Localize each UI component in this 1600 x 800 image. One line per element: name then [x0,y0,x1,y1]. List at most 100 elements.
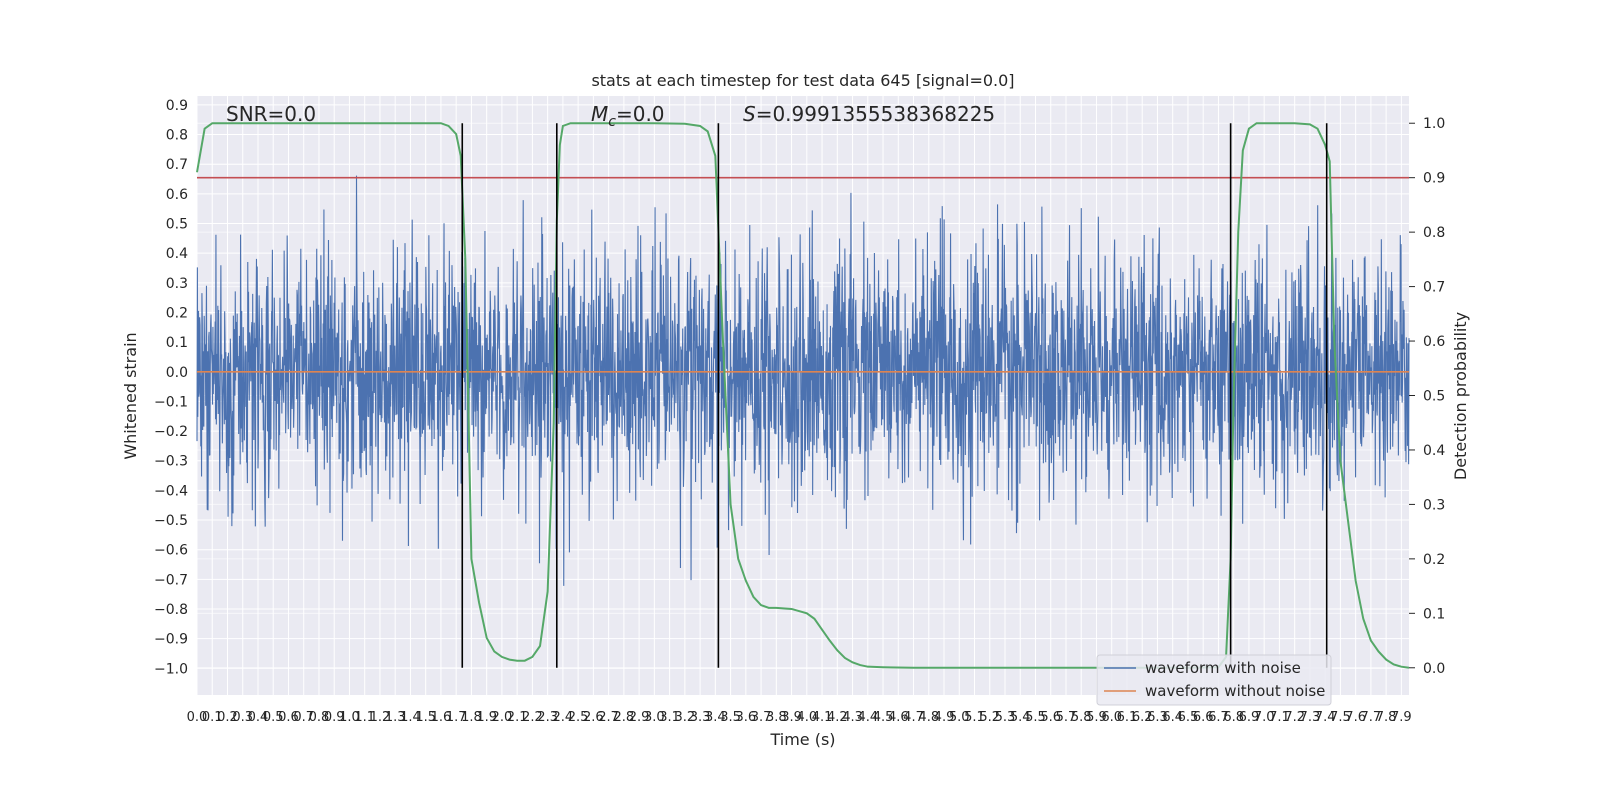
x-tick-label: 1.7 [446,710,467,725]
x-tick-label: 2.6 [583,710,604,725]
y-tick-label: −1.0 [154,661,188,677]
y-tick-label: −0.6 [154,543,188,559]
legend-label-noise: waveform with noise [1145,659,1301,677]
y-right-tick-label: 0.0 [1423,661,1445,677]
x-tick-label: 4.1 [812,710,833,725]
x-tick-label: 7.0 [1254,710,1275,725]
y-tick-label: 0.6 [166,187,188,203]
x-tick-label: 6.0 [1101,710,1122,725]
x-tick-label: 2.4 [553,710,574,725]
x-axis: 0.00.10.20.30.40.50.60.70.80.91.01.11.21… [187,710,1412,725]
s-value: =0.9991355538368225 [756,102,995,126]
y-right-tick-label: 0.8 [1423,225,1445,241]
x-tick-label: 3.9 [781,710,802,725]
y-right-tick-label: 0.9 [1423,171,1445,187]
y-tick-label: 0.9 [166,98,188,114]
x-tick-label: 5.1 [964,710,985,725]
mc-value: =0.0 [616,102,665,126]
y-right-tick-label: 1.0 [1423,116,1445,132]
y-tick-label: −0.7 [154,572,188,588]
x-tick-label: 3.8 [766,710,787,725]
x-tick-label: 3.0 [644,710,665,725]
x-tick-label: 3.2 [675,710,696,725]
x-tick-label: 0.3 [232,710,253,725]
y-tick-label: 0.4 [166,246,188,262]
x-tick-label: 1.2 [370,710,391,725]
noise-trace [196,175,1410,586]
y-right-tick-label: 0.5 [1423,389,1445,405]
x-tick-label: 2.7 [598,710,619,725]
x-tick-label: 1.3 [385,710,406,725]
x-tick-label: 4.2 [827,710,848,725]
x-tick-label: 0.2 [217,710,238,725]
x-tick-label: 3.3 [690,710,711,725]
legend-box [1096,654,1332,706]
s-symbol: S [743,102,756,126]
y-axis-right: 0.0 0.1 0.2 0.3 0.4 0.5 0.6 0.7 0.8 0.9 1.0 [1409,116,1445,677]
x-tick-label: 4.3 [842,710,863,725]
mc-annotation: Mc=0.0 [591,102,665,130]
y-tick-label: 0.1 [166,335,188,351]
y-tick-label: −0.9 [154,632,188,648]
x-tick-label: 5.4 [1010,710,1031,725]
x-tick-label: 6.7 [1208,710,1229,725]
x-tick-label: 6.8 [1223,710,1244,725]
x-tick-label: 7.8 [1376,710,1397,725]
x-tick-label: 2.9 [629,710,650,725]
y-axis-right-label: Detection probability [1451,312,1470,480]
y-tick-label: −0.1 [154,394,188,410]
x-tick-label: 3.1 [659,710,680,725]
x-tick-label: 3.4 [705,710,726,725]
x-tick-label: 4.0 [796,710,817,725]
x-tick-label: 4.7 [903,710,924,725]
x-tick-label: 2.3 [537,710,558,725]
y-right-tick-label: 0.6 [1423,334,1445,350]
probability-trace [196,122,1410,669]
x-tick-label: 4.6 [888,710,909,725]
snr-annotation: SNR=0.0 [226,102,316,126]
x-tick-label: 7.3 [1300,710,1321,725]
y-right-tick-label: 0.2 [1423,552,1445,568]
x-tick-label: 1.5 [415,710,436,725]
x-tick-label: 5.6 [1040,710,1061,725]
x-tick-label: 5.3 [995,710,1016,725]
y-right-tick-label: 0.4 [1423,443,1445,459]
y-tick-label: 0.3 [166,276,188,292]
x-tick-label: 3.5 [720,710,741,725]
x-tick-label: 4.8 [918,710,939,725]
y-tick-label: −0.2 [154,424,188,440]
y-tick-label: 0.0 [166,365,188,381]
x-tick-label: 5.0 [949,710,970,725]
y-right-tick-label: 0.1 [1423,606,1445,622]
x-tick-label: 0.8 [309,710,330,725]
x-tick-label: 4.5 [873,710,894,725]
y-right-tick-label: 0.3 [1423,497,1445,513]
x-tick-label: 0.1 [202,710,223,725]
x-tick-label: 1.0 [339,710,360,725]
x-axis-label: Time (s) [769,730,835,749]
x-tick-label: 6.6 [1193,710,1214,725]
y-tick-label: 0.5 [166,217,188,233]
x-tick-label: 6.4 [1162,710,1183,725]
x-tick-label: 2.0 [492,710,513,725]
detection-probability-line [196,122,1410,669]
x-tick-label: 3.7 [751,710,772,725]
y-tick-label: −0.8 [154,602,188,618]
x-tick-label: 2.5 [568,710,589,725]
x-tick-label: 7.9 [1391,710,1412,725]
x-tick-label: 7.5 [1330,710,1351,725]
x-tick-label: 7.2 [1284,710,1305,725]
x-tick-label: 0.7 [293,710,314,725]
x-tick-label: 5.8 [1071,710,1092,725]
y-tick-label: 0.8 [166,128,188,144]
x-tick-label: 5.2 [979,710,1000,725]
x-tick-label: 2.8 [614,710,635,725]
x-tick-label: 7.6 [1345,710,1366,725]
x-tick-label: 5.9 [1086,710,1107,725]
mc-subscript: c [608,114,616,130]
y-tick-label: 0.2 [166,305,188,321]
x-tick-label: 3.6 [735,710,756,725]
detection-boundaries [461,123,1328,668]
x-tick-label: 6.9 [1239,710,1260,725]
